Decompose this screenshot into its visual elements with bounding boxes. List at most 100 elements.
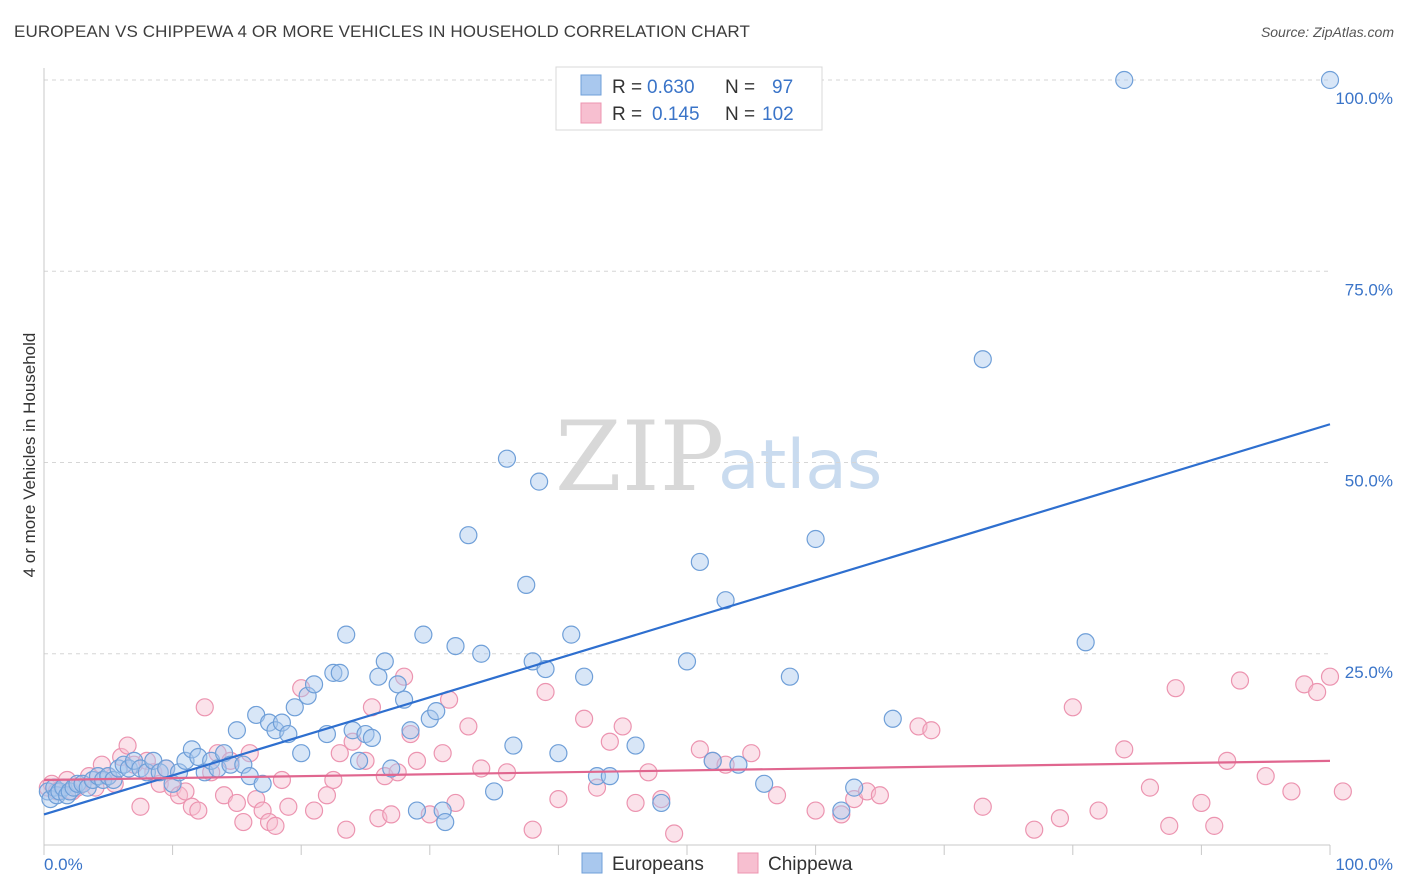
chippewa-point — [832, 805, 851, 824]
chippewa-point — [1115, 740, 1134, 759]
european-point — [369, 667, 388, 686]
chippewa-point — [266, 816, 285, 835]
chippewa-point — [1230, 671, 1250, 690]
european-point — [472, 644, 491, 663]
chippewa-point — [1205, 816, 1224, 835]
european-point — [407, 801, 427, 820]
chippewa-point — [767, 786, 787, 805]
chippewa-point — [253, 801, 272, 820]
european-point — [382, 759, 401, 778]
european-point — [227, 721, 246, 740]
chippewa-point — [337, 820, 356, 839]
chippewa-point — [382, 805, 401, 824]
chippewa-point — [272, 770, 292, 790]
chippewa-r-value: 0.145 — [652, 104, 700, 125]
legend-swatch-europeans — [581, 852, 603, 874]
axes — [43, 68, 1331, 855]
chippewa-point — [639, 763, 658, 782]
chippewa-point — [1256, 767, 1275, 786]
chippewa-point — [973, 797, 992, 816]
chippewa-point — [575, 709, 594, 728]
european-r-label: R = — [612, 77, 642, 98]
european-point — [575, 667, 594, 686]
chippewa-stat-swatch — [580, 102, 602, 124]
y-axis-title: 4 or more Vehicles in Household — [20, 333, 39, 578]
watermark: ZIP atlas — [555, 401, 882, 513]
legend-label-chippewa: Chippewa — [768, 854, 853, 875]
european-point — [652, 793, 671, 813]
european-point — [755, 774, 774, 793]
european-point — [504, 736, 523, 755]
stats-box: R = 0.630 N = 97 R = 0.145 N = 102 — [555, 66, 823, 131]
european-point — [362, 728, 382, 748]
chippewa-point — [407, 751, 427, 770]
y-tick-label: 50.0% — [1345, 472, 1393, 491]
chippewa-point — [459, 717, 478, 736]
european-point — [973, 350, 992, 369]
chippewa-point — [870, 786, 890, 805]
chippewa-point — [549, 789, 568, 809]
chippewa-point — [1192, 793, 1211, 813]
chippewa-point — [1160, 816, 1179, 835]
chippewa-point — [433, 744, 452, 763]
chippewa-point — [1218, 751, 1237, 770]
chippewa-point — [356, 751, 375, 770]
chippewa-points — [38, 667, 1352, 843]
chippewa-point — [536, 682, 555, 702]
european-point — [600, 767, 619, 786]
chippewa-point — [1063, 698, 1082, 717]
european-point — [349, 751, 369, 770]
chippewa-point — [1140, 778, 1160, 797]
european-point — [234, 755, 253, 774]
chippewa-point — [665, 824, 684, 843]
european-point — [433, 801, 452, 820]
european-point — [272, 713, 292, 732]
european-point — [304, 675, 324, 694]
trend-lines — [43, 423, 1331, 816]
chippewa-point — [1282, 782, 1301, 801]
chippewa-point — [118, 736, 137, 755]
european-trend-line — [43, 423, 1331, 816]
european-point — [497, 449, 517, 468]
european-point — [1076, 633, 1095, 652]
y-tick-label: 75.0% — [1345, 280, 1393, 299]
chippewa-point — [1089, 801, 1108, 820]
legend-label-europeans: Europeans — [612, 854, 704, 875]
chippewa-n-value: 102 — [762, 104, 794, 125]
european-point — [690, 552, 709, 572]
european-point — [562, 625, 581, 644]
european-point — [137, 763, 156, 782]
european-r-value: 0.630 — [647, 77, 695, 98]
chart-source: Source: ZipAtlas.com — [1260, 24, 1394, 40]
chippewa-point — [401, 724, 420, 744]
chippewa-trend-line — [43, 759, 1331, 782]
european-point — [330, 663, 349, 682]
chippewa-point — [1308, 682, 1327, 702]
chippewa-point — [195, 698, 214, 717]
european-point — [337, 625, 356, 644]
european-point — [401, 721, 420, 740]
chippewa-point — [304, 801, 324, 820]
chippewa-point — [922, 721, 941, 740]
european-point — [703, 751, 722, 770]
european-point — [1115, 70, 1134, 90]
european-point — [677, 652, 697, 671]
chippewa-point — [806, 801, 825, 820]
european-point — [436, 812, 455, 832]
european-point — [780, 667, 799, 686]
chippewa-point — [324, 770, 343, 790]
watermark-atlas: atlas — [718, 426, 882, 505]
tick-labels: 25.0% 50.0% 75.0% 100.0% 0.0% 100.0% — [44, 89, 1393, 874]
european-point — [427, 702, 446, 721]
chippewa-point — [1166, 679, 1185, 698]
european-point — [292, 744, 311, 763]
chart-title: EUROPEAN VS CHIPPEWA 4 OR MORE VEHICLES … — [14, 22, 750, 41]
x-tick-label: 0.0% — [44, 855, 83, 874]
chippewa-point — [690, 740, 709, 759]
chippewa-point — [742, 744, 761, 763]
chippewa-point — [1025, 820, 1044, 839]
x-tick-label: 100.0% — [1335, 855, 1393, 874]
european-point — [446, 636, 465, 656]
european-point — [549, 744, 568, 763]
european-point — [414, 625, 433, 644]
